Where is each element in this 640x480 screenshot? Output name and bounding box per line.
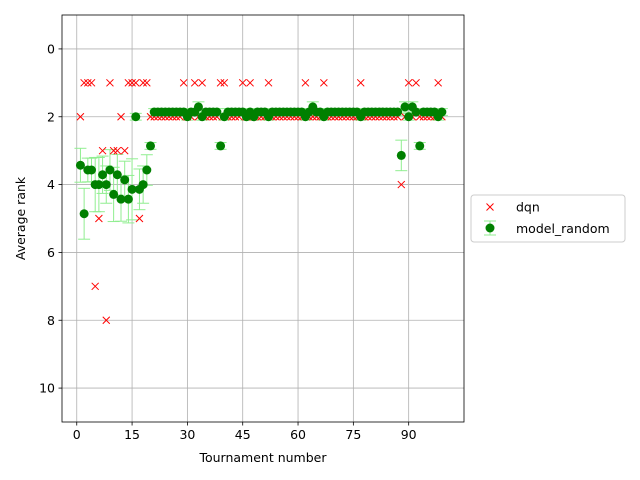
model-random-point bbox=[400, 102, 410, 112]
model-random-point bbox=[120, 175, 130, 185]
series-model-random bbox=[75, 102, 447, 219]
model-random-point bbox=[212, 107, 222, 117]
x-tick-label: 30 bbox=[179, 427, 195, 442]
dqn-point bbox=[397, 180, 406, 189]
plot-area bbox=[61, 14, 465, 423]
legend-label-dqn: dqn bbox=[516, 200, 540, 215]
dqn-point bbox=[102, 316, 111, 325]
dqn-point bbox=[83, 78, 92, 87]
model-random-point bbox=[131, 112, 141, 122]
x-axis-label: Tournament number bbox=[198, 450, 327, 465]
dqn-point bbox=[238, 78, 247, 87]
dqn-point bbox=[106, 78, 114, 87]
x-axis: 0 15 30 45 60 75 90 bbox=[73, 422, 417, 442]
x-tick-label: 75 bbox=[345, 427, 361, 442]
dqn-point bbox=[216, 78, 225, 87]
dqn-point bbox=[434, 78, 443, 87]
dqn-point bbox=[319, 78, 328, 87]
dqn-point bbox=[117, 112, 125, 121]
model-random-point bbox=[437, 107, 447, 117]
legend-box bbox=[470, 194, 626, 243]
dqn-point bbox=[412, 78, 420, 87]
y-axis-label: Average rank bbox=[13, 176, 28, 260]
model-random-point bbox=[415, 141, 425, 151]
x-tick-label: 45 bbox=[235, 427, 251, 442]
model-random-point bbox=[396, 150, 406, 160]
y-tick-label: 4 bbox=[47, 177, 55, 192]
model-random-point bbox=[101, 180, 111, 190]
model-random-point bbox=[87, 165, 97, 175]
model-random-point bbox=[393, 107, 403, 117]
axes-frame bbox=[61, 14, 465, 423]
model-random-point bbox=[105, 165, 115, 175]
dqn-point bbox=[142, 78, 151, 87]
dqn-point bbox=[135, 214, 144, 223]
dqn-point bbox=[87, 78, 96, 87]
y-tick-label: 0 bbox=[47, 41, 55, 56]
dqn-point bbox=[120, 146, 129, 155]
model-random-point bbox=[123, 194, 133, 204]
y-tick-label: 2 bbox=[47, 109, 55, 124]
dqn-point bbox=[109, 146, 118, 155]
legend-marker-dqn bbox=[486, 203, 494, 211]
legend: dqn model_random bbox=[470, 194, 626, 243]
dqn-point bbox=[264, 78, 273, 87]
model-random-point bbox=[216, 141, 226, 151]
x-tick-label: 15 bbox=[124, 427, 140, 442]
model-random-point bbox=[75, 160, 85, 170]
dqn-point bbox=[131, 78, 140, 87]
dqn-point bbox=[198, 78, 207, 87]
dqn-point bbox=[80, 78, 88, 87]
dqn-point bbox=[301, 78, 310, 87]
model-random-point bbox=[112, 170, 122, 180]
dqn-point bbox=[113, 146, 122, 155]
axes-background bbox=[62, 15, 464, 422]
dqn-point bbox=[76, 112, 85, 121]
model-random-point bbox=[404, 112, 414, 122]
model-random-point bbox=[98, 170, 108, 180]
dqn-point bbox=[124, 78, 133, 87]
x-tick-label: 0 bbox=[73, 427, 81, 442]
model-random-point bbox=[142, 165, 152, 175]
y-tick-label: 10 bbox=[39, 381, 55, 396]
dqn-point bbox=[404, 78, 413, 87]
model-random-point bbox=[79, 209, 89, 219]
y-tick-label: 8 bbox=[47, 313, 55, 328]
model-random-point bbox=[193, 102, 203, 112]
y-tick-label: 6 bbox=[47, 245, 55, 260]
dqn-point bbox=[128, 78, 136, 87]
model-random-point bbox=[94, 180, 104, 190]
dqn-point bbox=[98, 146, 107, 155]
dqn-point bbox=[246, 78, 254, 87]
model-random-point bbox=[109, 189, 119, 199]
model-random-point bbox=[146, 141, 156, 151]
legend-label-model-random: model_random bbox=[516, 221, 610, 236]
dqn-point bbox=[356, 78, 365, 87]
x-tick-label: 90 bbox=[401, 427, 417, 442]
dqn-point bbox=[190, 78, 199, 87]
dqn-point bbox=[95, 214, 103, 223]
model-random-point bbox=[127, 184, 137, 194]
y-axis: 0 2 4 6 8 10 bbox=[39, 41, 62, 396]
model-random-point bbox=[138, 180, 148, 190]
model-random-point bbox=[411, 107, 421, 117]
dqn-point bbox=[91, 282, 100, 291]
dqn-point bbox=[139, 78, 147, 87]
dqn-point bbox=[179, 78, 188, 87]
x-tick-label: 60 bbox=[290, 427, 306, 442]
dqn-point bbox=[220, 78, 229, 87]
legend-marker-model-random bbox=[484, 220, 496, 236]
model-random-point bbox=[116, 194, 126, 204]
